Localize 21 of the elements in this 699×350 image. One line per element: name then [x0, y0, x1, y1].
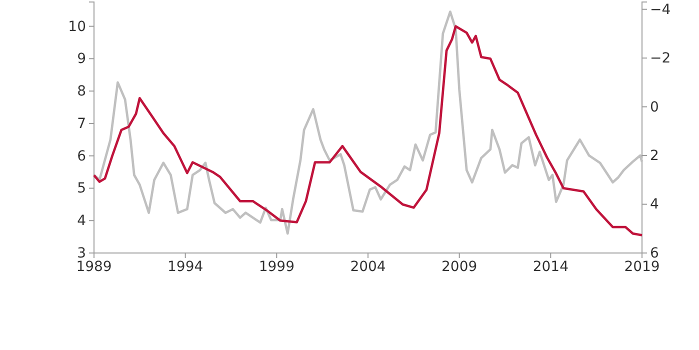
y2-tick-label: 2	[650, 148, 659, 164]
y2-tick-label: 6	[650, 245, 659, 262]
y2-tick-label: −4	[650, 2, 671, 18]
y2-tick-label: 4	[650, 196, 659, 213]
y2-tick-label: 0	[650, 99, 659, 116]
x-tick-label: 2014	[532, 258, 569, 275]
x-tick-label: 2009	[442, 258, 478, 275]
y-tick-label: 7	[77, 116, 86, 132]
x-tick-label: 2019	[624, 258, 660, 275]
y2-tick-label: −2	[650, 50, 671, 67]
x-tick-label: 1994	[168, 258, 204, 275]
y-tick-label: 9	[77, 51, 86, 68]
y-tick-label: 8	[77, 84, 86, 100]
y-tick-label: 5	[77, 180, 86, 197]
y-tick-label: 10	[68, 18, 86, 35]
x-tick-label: 1989	[76, 258, 112, 275]
x-tick-label: 1999	[258, 258, 294, 275]
x-tick-label: 2004	[350, 258, 386, 275]
y-tick-label: 3	[77, 245, 86, 262]
y-tick-label: 4	[77, 213, 86, 230]
y-tick-label: 6	[77, 148, 86, 164]
